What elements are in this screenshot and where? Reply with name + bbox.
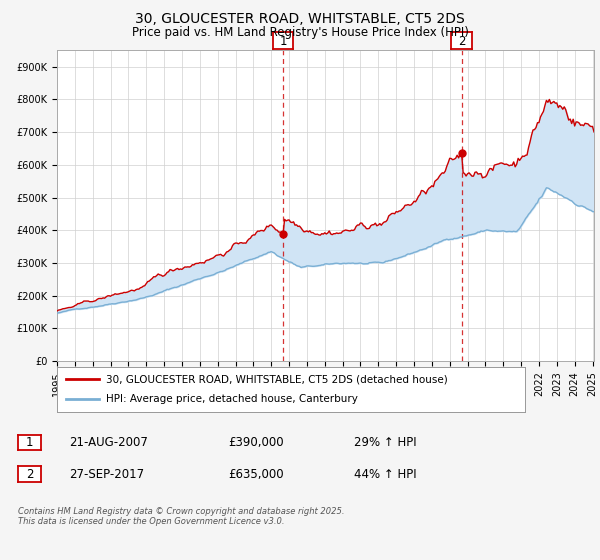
Text: 44% ↑ HPI: 44% ↑ HPI [354,468,416,481]
Text: Contains HM Land Registry data © Crown copyright and database right 2025.
This d: Contains HM Land Registry data © Crown c… [18,507,344,526]
Text: 2: 2 [26,468,33,481]
Text: Price paid vs. HM Land Registry's House Price Index (HPI): Price paid vs. HM Land Registry's House … [131,26,469,39]
Text: £635,000: £635,000 [228,468,284,481]
Text: 27-SEP-2017: 27-SEP-2017 [69,468,144,481]
Text: 1: 1 [26,436,33,449]
Text: £390,000: £390,000 [228,436,284,449]
Text: 21-AUG-2007: 21-AUG-2007 [69,436,148,449]
Text: HPI: Average price, detached house, Canterbury: HPI: Average price, detached house, Cant… [106,394,358,404]
Text: 30, GLOUCESTER ROAD, WHITSTABLE, CT5 2DS: 30, GLOUCESTER ROAD, WHITSTABLE, CT5 2DS [135,12,465,26]
Text: 2: 2 [458,35,466,48]
Text: 30, GLOUCESTER ROAD, WHITSTABLE, CT5 2DS (detached house): 30, GLOUCESTER ROAD, WHITSTABLE, CT5 2DS… [106,374,448,384]
Text: 1: 1 [280,35,287,48]
Text: 29% ↑ HPI: 29% ↑ HPI [354,436,416,449]
